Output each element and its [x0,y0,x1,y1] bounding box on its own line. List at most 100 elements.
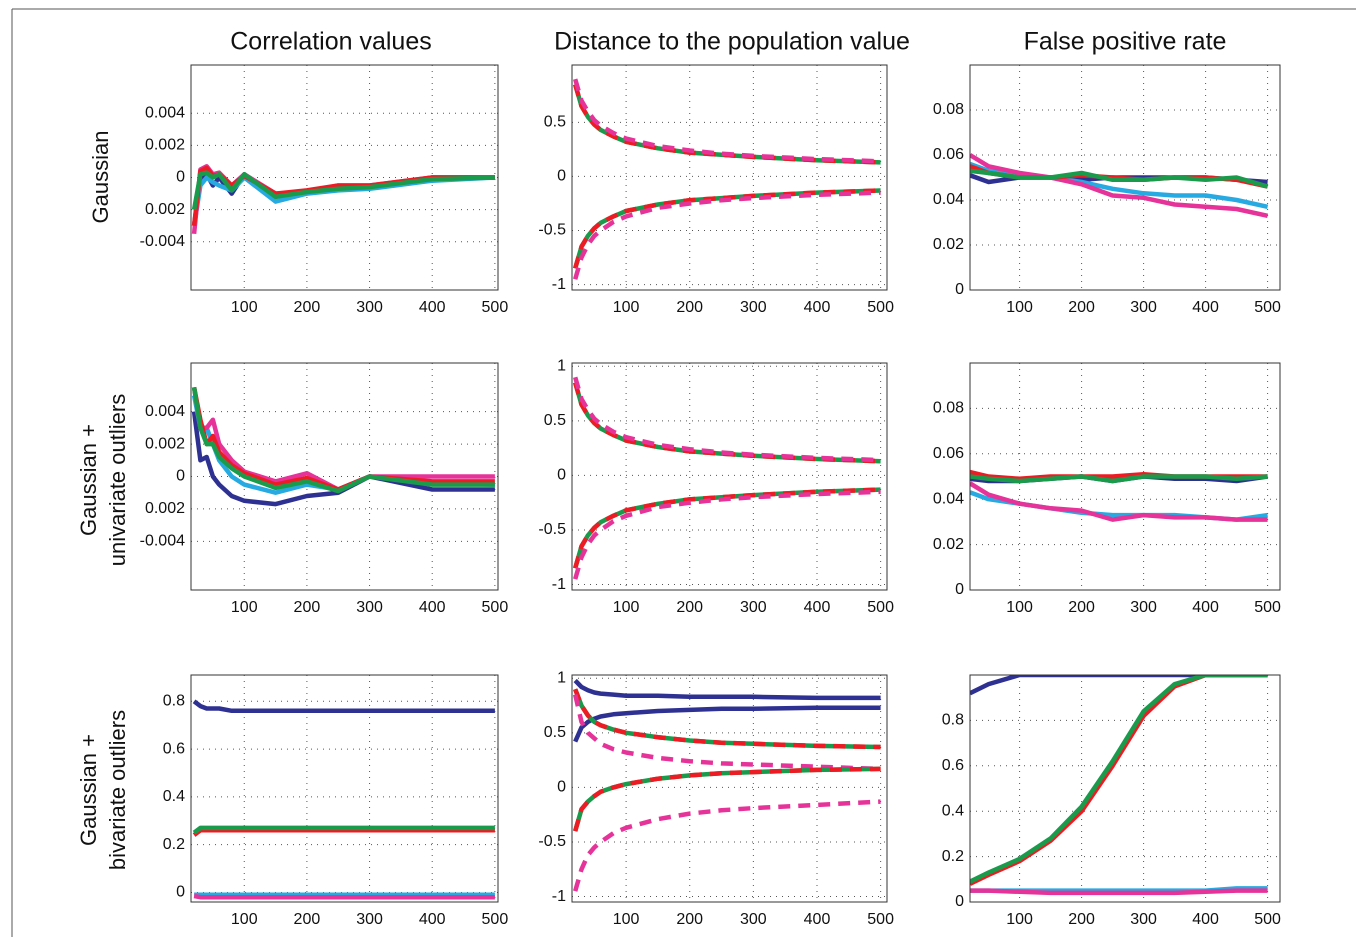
x-tick-label: 100 [231,599,258,616]
series-line [970,168,1269,189]
y-tick-label: 0.08 [933,400,964,417]
y-tick-label: 0.06 [933,146,964,163]
series-line [573,688,881,750]
y-tick-label: -0.004 [140,233,185,250]
y-tick-label: -1 [552,576,566,593]
x-tick-label: 200 [676,911,703,928]
y-tick-label: 0 [176,468,185,485]
y-tick-label: 0 [955,581,964,598]
x-tick-label: 400 [1192,911,1219,928]
y-tick-label: 0.004 [145,104,185,121]
y-tick-label: -1 [552,888,566,905]
y-tick-label: 0.04 [933,191,964,208]
y-tick-label: -1 [552,276,566,293]
y-tick-label: 0.2 [163,836,185,853]
x-tick-label: 400 [804,911,831,928]
x-tick-label: 500 [482,599,509,616]
y-tick-label: 0 [176,169,185,186]
x-tick-label: 100 [231,299,258,316]
series-line [970,675,1268,884]
y-tick-label: 0.002 [145,500,185,517]
x-tick-label: 100 [1006,911,1033,928]
y-tick-label: 0.5 [544,114,566,131]
series-line [573,487,881,569]
row-label: univariate outliers [105,394,130,566]
y-tick-label: -0.5 [538,833,566,850]
x-tick-label: 500 [1254,599,1281,616]
x-tick-label: 400 [804,599,831,616]
series-line [192,699,495,714]
x-tick-label: 400 [419,599,446,616]
x-tick-label: 400 [419,911,446,928]
series-line [573,766,881,832]
x-tick-label: 400 [419,299,446,316]
series-line [573,188,881,270]
x-tick-label: 200 [1068,599,1095,616]
y-tick-label: 0.04 [933,490,964,507]
plot-frame [190,674,499,903]
x-tick-label: 500 [867,299,894,316]
x-tick-label: 300 [1130,599,1157,616]
x-tick-label: 200 [294,911,321,928]
x-tick-label: 300 [1130,911,1157,928]
series-line [573,489,881,580]
column-title: Distance to the population value [554,28,910,56]
plot-frame [571,362,888,591]
x-tick-label: 300 [740,299,767,316]
x-tick-label: 100 [1006,599,1033,616]
y-tick-label: 0.6 [163,740,185,757]
y-tick-label: 0.004 [145,403,185,420]
series-line [573,766,881,832]
y-tick-label: 0.5 [544,724,566,741]
series-line [573,83,881,165]
y-tick-label: 0.002 [145,435,185,452]
y-tick-label: 0.2 [942,848,964,865]
x-tick-label: 300 [356,299,383,316]
series-line [573,83,881,165]
series-line [970,675,1268,696]
y-tick-label: 0.5 [544,412,566,429]
plot-frame [571,64,888,291]
series-line [573,694,881,772]
plot-frame [190,362,499,591]
series-line [573,376,881,463]
y-tick-label: 0 [557,467,566,484]
x-tick-label: 200 [1068,299,1095,316]
x-tick-label: 500 [867,599,894,616]
y-tick-label: 0.4 [163,788,185,805]
x-tick-label: 100 [613,911,640,928]
y-tick-label: 0.8 [163,693,185,710]
series-line [573,678,881,701]
y-tick-label: 0.02 [933,236,964,253]
series-line [192,825,495,835]
x-tick-label: 200 [294,599,321,616]
x-tick-label: 300 [1130,299,1157,316]
x-tick-label: 100 [613,299,640,316]
series-line [970,490,1268,522]
series-line [573,487,881,569]
series-line [573,705,881,743]
plot-frame [969,362,1281,591]
series-line [573,188,881,270]
x-tick-label: 300 [740,911,767,928]
y-tick-label: 0.06 [933,445,964,462]
x-tick-label: 100 [1006,299,1033,316]
x-tick-label: 200 [676,599,703,616]
y-tick-label: 1 [557,357,566,374]
x-tick-label: 100 [231,911,258,928]
y-tick-label: 0 [557,168,566,185]
x-tick-label: 500 [482,299,509,316]
row-label: Gaussian + [76,424,101,536]
series-line [573,799,881,892]
series-line [193,893,495,900]
plot-frame [571,674,888,903]
y-tick-label: 0 [176,884,185,901]
plot-frame [969,64,1281,291]
plot-frame [969,674,1281,903]
y-tick-label: 0 [955,281,964,298]
series-line [573,381,881,464]
y-tick-label: 0.02 [933,536,964,553]
y-tick-label: -0.004 [140,533,185,550]
y-tick-label: 0.002 [145,137,185,154]
